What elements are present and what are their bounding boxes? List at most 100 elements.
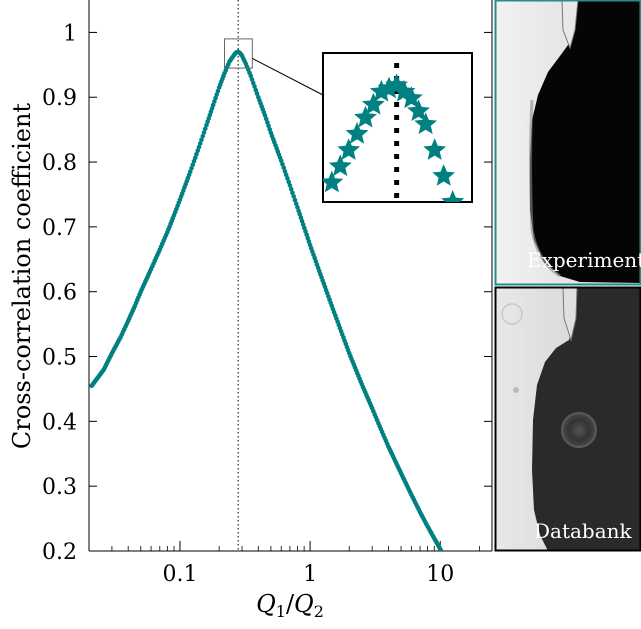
data-point bbox=[199, 137, 204, 143]
inset-peak-dot bbox=[394, 115, 400, 120]
databank-label: Databank bbox=[534, 519, 633, 543]
data-point bbox=[195, 148, 201, 153]
data-point bbox=[253, 87, 259, 93]
inset-series bbox=[323, 73, 493, 304]
y-tick-label: 0.6 bbox=[42, 281, 77, 306]
inset-data-point bbox=[362, 92, 385, 115]
inset-data-point bbox=[377, 76, 401, 99]
inset-peak-dot bbox=[394, 141, 400, 146]
inset-data-point bbox=[369, 79, 393, 102]
inset-data-point bbox=[414, 112, 437, 134]
y-tick-label: 0.7 bbox=[42, 216, 77, 241]
inset-peak-dot bbox=[394, 102, 400, 107]
data-point bbox=[439, 548, 444, 551]
data-point bbox=[441, 550, 444, 551]
inset-data-point bbox=[323, 170, 344, 193]
data-series bbox=[89, 49, 449, 561]
data-point bbox=[196, 144, 202, 150]
experiment-image-panel: Experiment bbox=[494, 0, 641, 286]
inset-data-point bbox=[354, 105, 377, 128]
plot-frame bbox=[88, 0, 493, 552]
data-point bbox=[191, 158, 197, 164]
data-point bbox=[212, 99, 217, 104]
x-axis-title: Q1/Q2 bbox=[256, 590, 324, 621]
y-tick-label: 0.2 bbox=[42, 540, 77, 565]
data-point bbox=[254, 91, 260, 96]
inset-data-point bbox=[328, 154, 352, 177]
data-point bbox=[290, 190, 295, 196]
inset-data-point bbox=[323, 200, 324, 202]
data-point bbox=[287, 183, 293, 188]
data-point bbox=[249, 77, 255, 82]
data-point bbox=[266, 123, 271, 129]
inset-data-point bbox=[337, 138, 361, 160]
data-point bbox=[280, 161, 285, 167]
inset-data-point bbox=[441, 190, 465, 202]
data-point bbox=[443, 555, 448, 560]
inset-data-point bbox=[407, 99, 430, 121]
x-tick-label: 1 bbox=[303, 562, 317, 587]
data-point bbox=[187, 169, 193, 175]
databank-image-panel: Databank bbox=[494, 286, 641, 552]
inset-peak-dot bbox=[394, 193, 400, 198]
inset-data-point bbox=[432, 164, 456, 186]
data-point bbox=[281, 165, 287, 171]
data-point bbox=[292, 197, 298, 203]
data-point bbox=[282, 169, 288, 174]
inset-data-point bbox=[423, 138, 447, 160]
data-point bbox=[265, 120, 270, 125]
inset-data-point bbox=[451, 221, 474, 243]
inset-peak-dot bbox=[394, 63, 400, 68]
data-point bbox=[252, 84, 257, 89]
data-point bbox=[202, 126, 208, 132]
inset-peak-dot bbox=[394, 167, 400, 172]
data-point bbox=[197, 141, 203, 146]
x-axis-ticks: 0.1 1 10 bbox=[88, 541, 480, 587]
y-tick-label: 0.9 bbox=[42, 86, 77, 111]
data-point bbox=[267, 127, 273, 132]
data-point bbox=[190, 162, 196, 168]
data-point bbox=[288, 186, 294, 192]
data-point bbox=[293, 201, 299, 207]
data-point bbox=[210, 102, 216, 108]
data-point bbox=[286, 179, 291, 185]
data-point bbox=[291, 194, 297, 199]
y-axis-title: Cross-correlation coefficient bbox=[8, 103, 36, 450]
x-tick-label: 10 bbox=[426, 562, 454, 587]
inset-data-point bbox=[460, 252, 483, 274]
inset bbox=[322, 52, 493, 304]
inset-peak-dot bbox=[394, 128, 400, 133]
data-point bbox=[192, 155, 198, 161]
y-tick-label: 0.4 bbox=[42, 410, 77, 435]
inset-data-point bbox=[470, 282, 493, 304]
zoom-box bbox=[224, 38, 253, 69]
inset-data-point bbox=[345, 122, 369, 144]
data-point bbox=[213, 95, 218, 101]
data-point bbox=[194, 151, 199, 157]
data-point bbox=[263, 116, 269, 122]
x-tick-label: 0.1 bbox=[162, 562, 197, 587]
data-point bbox=[214, 92, 220, 97]
inset-peak-dot bbox=[394, 154, 400, 159]
data-point bbox=[200, 133, 206, 139]
y-tick-label: 0.8 bbox=[42, 151, 77, 176]
data-point bbox=[278, 158, 284, 164]
data-point bbox=[248, 73, 254, 79]
data-point bbox=[215, 88, 221, 94]
y-tick-label: 0.5 bbox=[42, 346, 77, 371]
data-point bbox=[250, 80, 256, 86]
data-point bbox=[441, 553, 446, 558]
experiment-label: Experiment bbox=[527, 248, 641, 272]
zoom-connector-line bbox=[252, 58, 324, 96]
y-tick-label: 1 bbox=[63, 21, 77, 46]
data-point bbox=[283, 172, 289, 178]
data-point bbox=[285, 176, 290, 181]
data-point bbox=[444, 556, 449, 561]
data-point bbox=[201, 130, 207, 135]
y-tick-label: 0.3 bbox=[42, 475, 77, 500]
inset-peak-dot bbox=[394, 180, 400, 185]
data-point bbox=[262, 113, 268, 118]
data-point bbox=[189, 165, 194, 171]
y-axis-ticks: 0.2 0.3 0.4 0.5 0.6 0.7 0.8 0.9 1 bbox=[42, 21, 492, 565]
